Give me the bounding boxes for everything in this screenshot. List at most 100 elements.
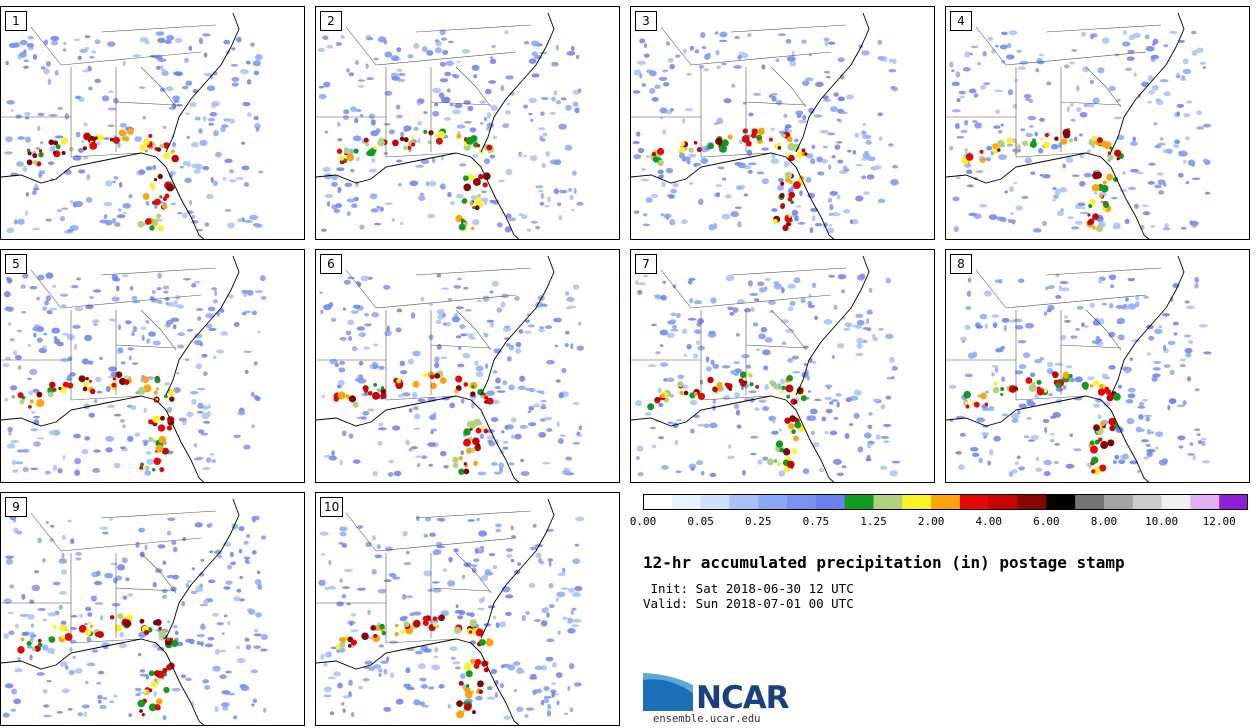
precip-cell [449,201,456,206]
precip-cell [250,42,255,47]
coastline [631,255,870,482]
heavy-precip-cell [403,137,409,143]
precip-cell [321,394,326,399]
precip-cell [390,672,395,679]
precip-cell [693,329,700,334]
precip-cell [400,370,408,375]
heavy-precip-cell [143,689,147,694]
precip-cell [1026,417,1032,420]
precip-cell [246,534,251,538]
precip-cell [511,535,516,539]
precip-cell [33,332,37,338]
precip-cell [439,61,447,67]
precip-cell [688,463,697,470]
precip-cell [347,336,353,341]
precip-cell [17,136,25,140]
precip-cell [5,555,15,559]
precip-cell [569,662,575,670]
precip-cell [746,149,753,156]
precip-cell [139,669,146,673]
precip-cell [1076,305,1084,310]
heavy-precip-cell [350,639,357,646]
precip-cell [195,308,204,311]
precip-cell [225,580,233,585]
precip-cell [339,531,347,537]
precip-cell [27,35,34,40]
precip-cell [1184,334,1191,338]
precip-cell [231,82,239,87]
precip-cell [86,636,91,642]
precip-cell [438,684,445,689]
heavy-precip-cell [1060,138,1068,145]
precip-cell [243,219,253,224]
precip-cell [831,155,836,159]
precip-cell [658,436,664,440]
precip-cell [1163,364,1171,368]
precip-cell [735,333,740,337]
precip-cell [175,103,183,107]
precip-cell [827,41,836,45]
precip-cell [502,380,508,386]
precip-cell [3,633,10,639]
precip-cell [880,435,890,439]
precip-cell [362,677,370,682]
precip-cell [435,41,443,47]
precip-cell [993,125,1001,129]
heavy-precip-cell [748,373,753,378]
precip-cell [154,299,160,303]
precip-cell [471,567,477,574]
precip-cell [30,428,39,432]
heavy-precip-cell [83,381,89,388]
precip-cell [701,46,707,50]
precip-cell [22,467,29,473]
precip-cell [831,212,841,217]
precip-cell [413,406,419,411]
precip-cell [640,178,650,182]
precip-cell [1114,454,1120,460]
precip-cell [787,129,793,134]
precip-cell [321,553,326,556]
precip-cell [99,526,109,530]
heavy-precip-cell [82,386,88,392]
precip-cell [105,436,115,442]
heavy-precip-cell [88,379,92,383]
coastline [946,255,1185,482]
heavy-precip-cell [439,377,447,384]
precip-cell [38,347,48,354]
heavy-precip-cell [741,135,750,143]
precip-cell [467,519,475,522]
precip-cell [1150,431,1154,435]
precip-cell [203,371,208,376]
precip-cell [763,286,768,292]
state-borders [316,24,532,158]
heavy-precip-cell [477,193,481,198]
precip-cell [146,458,154,465]
ensemble-url[interactable]: ensemble.ucar.edu [653,713,761,725]
precip-cell [1152,367,1161,371]
precip-cell [425,181,430,187]
heavy-precip-cell [1062,371,1070,379]
precip-cell [1042,173,1051,179]
precip-cell [517,152,523,158]
precip-cell [455,193,464,199]
precip-cell [439,183,446,190]
heavy-precip-cell [1096,224,1104,232]
precip-cell [510,525,514,531]
precip-cell [185,638,192,643]
precip-cell [1117,384,1122,389]
precip-cell [976,324,983,329]
precip-cell [456,277,463,281]
ensemble-member-panel: 9 [0,492,305,726]
precip-cell [964,119,969,126]
heavy-precip-cell [1089,384,1094,388]
precip-cell [829,106,838,113]
precip-cell [44,300,49,306]
heavy-precip-cell [114,624,122,632]
precip-cell [975,170,984,173]
precip-cell [29,599,34,602]
precip-cell [1017,66,1026,70]
precip-cell [703,68,710,72]
precip-cell [949,61,954,68]
precip-map [631,12,899,239]
precip-cell [484,158,491,165]
